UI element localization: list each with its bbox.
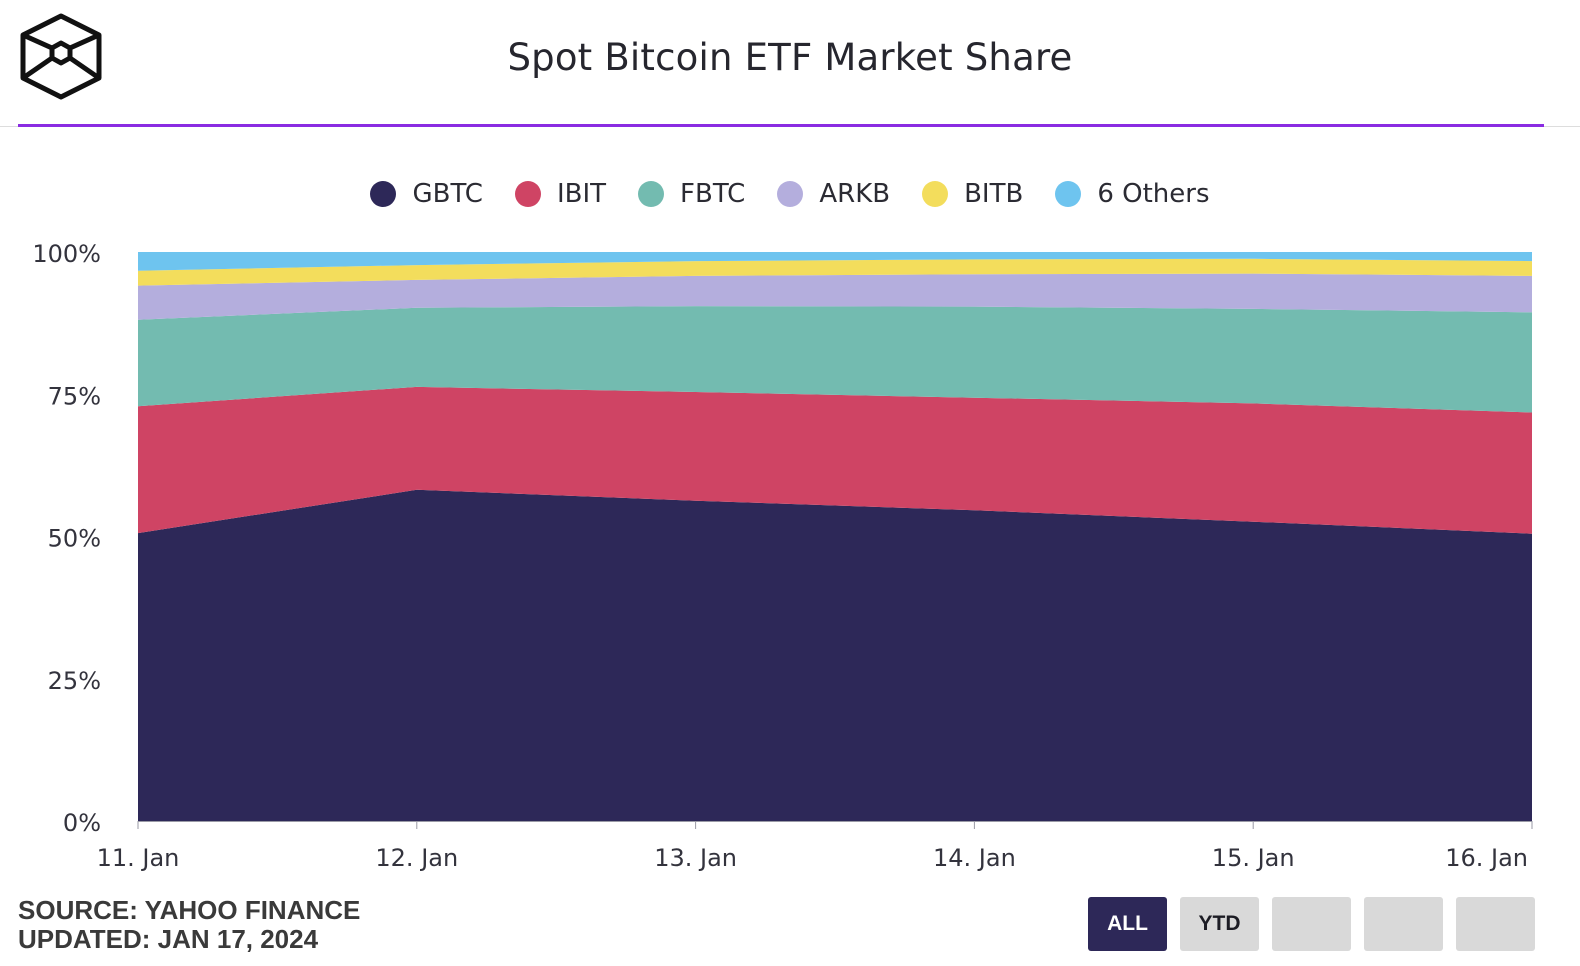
legend-dot-icon — [1055, 181, 1082, 207]
source-label: SOURCE: YAHOO FINANCE — [18, 895, 361, 925]
legend-label: 6 Others — [1097, 179, 1210, 209]
area-series-bitb — [138, 258, 1532, 286]
legend-label: BITB — [964, 179, 1024, 209]
y-tick-label: 75% — [48, 382, 101, 410]
x-tick-label: 11. Jan — [97, 844, 180, 872]
range-button-4[interactable] — [1364, 897, 1443, 951]
range-button-all[interactable]: ALL — [1088, 897, 1167, 951]
legend-dot-icon — [638, 181, 665, 207]
area-series-gbtc — [138, 489, 1532, 821]
legend-dot-icon — [514, 181, 541, 207]
legend-item-others[interactable]: 6 Others — [1055, 179, 1210, 209]
area-series-6-others — [138, 252, 1532, 271]
chart-title: Spot Bitcoin ETF Market Share — [507, 36, 1073, 79]
x-tick-label: 16. Jan — [1445, 844, 1528, 872]
legend-item-bitb[interactable]: BITB — [922, 179, 1023, 209]
header-accent-line — [18, 124, 1544, 127]
footer: SOURCE: YAHOO FINANCE UPDATED: JAN 17, 2… — [18, 896, 360, 954]
area-series-arkb — [138, 273, 1532, 320]
y-tick-label: 25% — [48, 667, 101, 695]
legend-label: GBTC — [412, 179, 483, 209]
range-button-5[interactable] — [1456, 897, 1535, 951]
range-selector: ALL YTD — [1088, 897, 1535, 951]
updated-label: UPDATED: JAN 17, 2024 — [18, 924, 319, 954]
legend-dot-icon — [370, 181, 397, 207]
range-button-3[interactable] — [1272, 897, 1351, 951]
legend-item-fbtc[interactable]: FBTC — [638, 179, 745, 209]
x-tick-label: 15. Jan — [1212, 844, 1295, 872]
legend-dot-icon — [777, 181, 804, 207]
y-tick-label: 50% — [48, 525, 101, 553]
legend-item-ibit[interactable]: IBIT — [514, 179, 607, 209]
legend-item-gbtc[interactable]: GBTC — [370, 179, 483, 209]
y-tick-label: 0% — [63, 809, 101, 837]
x-tick-label: 14. Jan — [933, 844, 1016, 872]
legend-label: IBIT — [556, 179, 607, 209]
cube-logo-icon — [20, 13, 102, 100]
x-tick-label: 12. Jan — [375, 844, 458, 872]
chart-legend: GBTC IBIT FBTC ARKB BITB 6 Others — [0, 172, 1580, 216]
x-tick-label: 13. Jan — [654, 844, 737, 872]
legend-label: ARKB — [819, 179, 891, 209]
legend-dot-icon — [922, 181, 949, 207]
range-button-ytd[interactable]: YTD — [1180, 897, 1259, 951]
area-series-ibit — [138, 386, 1532, 534]
legend-label: FBTC — [680, 179, 746, 209]
legend-item-arkb[interactable]: ARKB — [777, 179, 890, 209]
y-tick-label: 100% — [32, 240, 101, 268]
area-series-fbtc — [138, 306, 1532, 413]
